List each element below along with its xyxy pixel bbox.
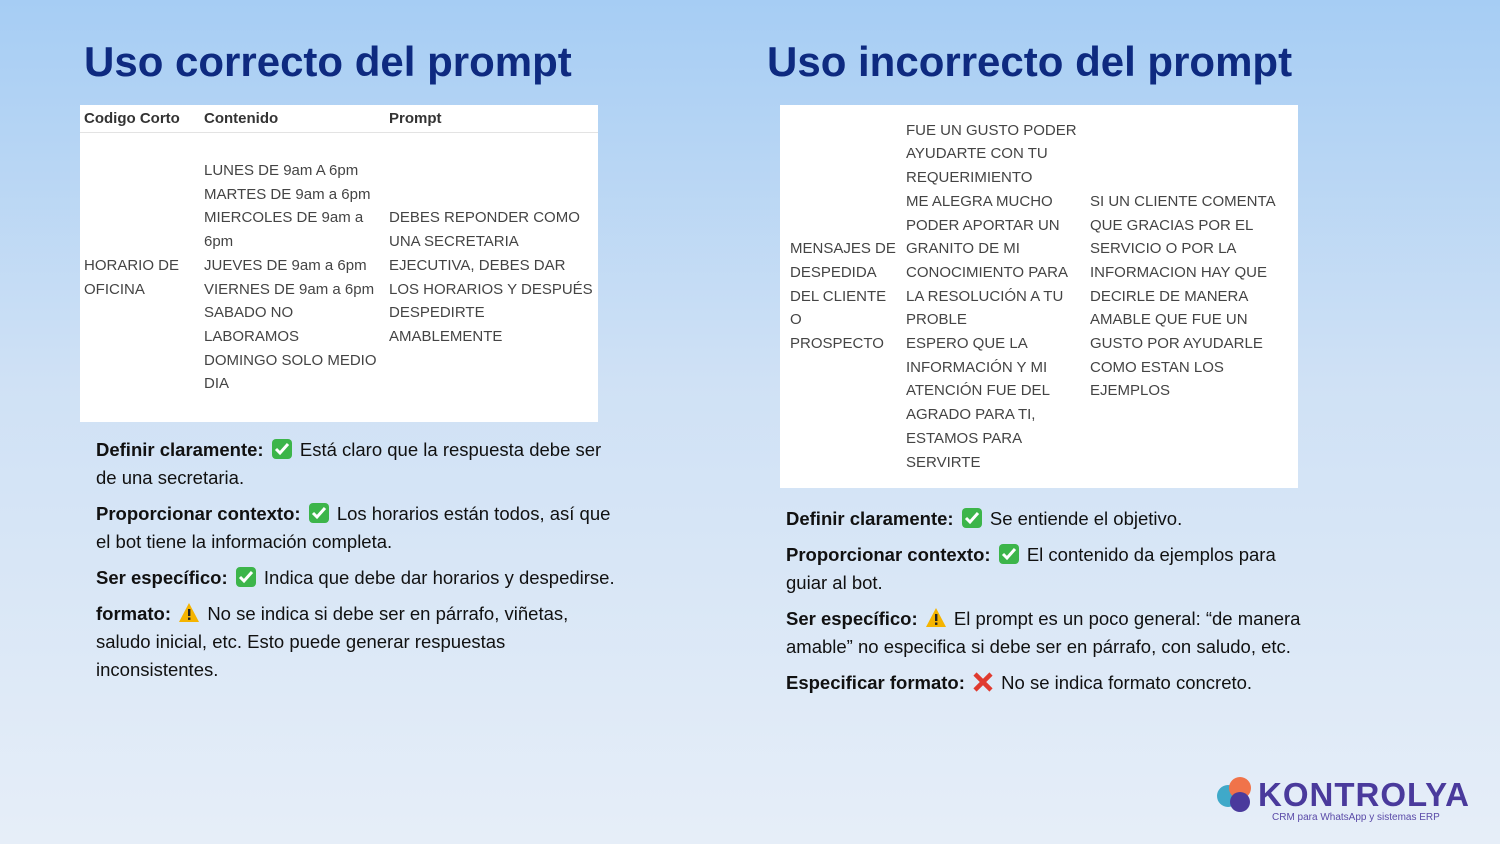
cell-line: MIERCOLES DE 9am a 6pm	[204, 209, 364, 251]
bullet-text: El prompt es un poco general: “de manera…	[786, 608, 1301, 657]
header: Prompt	[385, 105, 598, 133]
bullet: Proporcionar contexto: Los horarios está…	[96, 500, 626, 556]
cell-line: SABADO NO LABORAMOS	[204, 304, 300, 345]
bullet: Definir claramente: Está claro que la re…	[96, 436, 626, 492]
logo: KONTROLYA CRM para WhatsApp y sistemas E…	[1214, 774, 1469, 823]
cell-line: VIERNES DE 9am a 6pm	[204, 280, 375, 298]
cell-line: MARTES DE 9am a 6pm	[204, 185, 371, 203]
status-icon	[235, 567, 256, 587]
bullet-text: El contenido da ejemplos para guiar al b…	[786, 544, 1276, 593]
bullet-label: formato:	[96, 603, 172, 624]
cell-line: FUE UN GUSTO PODER AYUDARTE CON TU REQUE…	[906, 121, 1077, 187]
cell-line: LUNES DE 9am A 6pm	[204, 161, 359, 179]
bullet: Ser específico: Indica que debe dar hora…	[96, 564, 626, 592]
bullet: Definir claramente: Se entiende el objet…	[786, 505, 1316, 533]
bullet-label: Proporcionar contexto:	[96, 503, 301, 524]
cell-line: JUEVES DE 9am a 6pm	[204, 256, 367, 274]
header: Codigo Corto	[80, 105, 200, 133]
status-icon	[271, 439, 292, 459]
cell: MENSAJES DE DESPEDIDA DEL CLIENTE O PROS…	[790, 240, 896, 353]
bullet-label: Especificar formato:	[786, 672, 965, 693]
title: Uso incorrecto del prompt	[767, 38, 1293, 85]
bullet-list: Definir claramente: Está claro que la re…	[96, 436, 626, 692]
cell: DEBES REPONDER COMO UNA SECRETARIA EJECU…	[389, 209, 593, 345]
bullet: Especificar formato: No se indica format…	[786, 669, 1316, 697]
cell: LUNES DE 9am A 6pm MARTES DE 9am a 6pm MIE…	[200, 133, 385, 423]
table: MENSAJES DE DESPEDIDA DEL CLIENTE O PROS…	[780, 105, 1298, 488]
bullet-text: No se indica formato concreto.	[1001, 672, 1253, 693]
bullet: Proporcionar contexto: El contenido da e…	[786, 541, 1316, 597]
status-icon	[308, 503, 329, 523]
logo-name: KONTROLYA	[1258, 776, 1470, 813]
bullet: formato: No se indica si debe ser en pár…	[96, 600, 626, 684]
cell: FUE UN GUSTO PODER AYUDARTE CON TU REQUE…	[902, 105, 1086, 488]
status-icon	[179, 603, 200, 622]
bullet-label: Proporcionar contexto:	[786, 544, 991, 565]
bullet-label: Ser específico:	[786, 608, 918, 629]
bullet: Ser específico: El prompt es un poco gen…	[786, 605, 1316, 661]
cell: SI UN CLIENTE COMENTA QUE GRACIAS POR EL…	[1090, 192, 1275, 400]
bullet-text: Indica que debe dar horarios y despedirs…	[263, 567, 615, 588]
status-icon	[973, 672, 993, 692]
status-icon	[961, 508, 982, 528]
logo-icon	[1217, 777, 1251, 812]
cell-line: ESPERO QUE LA INFORMACIÓN Y MI ATENCIÓN …	[906, 335, 1050, 471]
bullet-text: Los horarios están todos, así que el bot…	[96, 503, 611, 552]
bullet-label: Definir claramente:	[96, 439, 264, 460]
header: Contenido	[200, 105, 385, 133]
bullet-label: Ser específico:	[96, 567, 228, 588]
bullet-label: Definir claramente:	[786, 508, 954, 529]
bullet-text: No se indica si debe ser en párrafo, viñ…	[96, 603, 569, 680]
cell: HORARIO DE OFICINA	[84, 256, 180, 298]
bullet-text: Se entiende el objetivo.	[989, 508, 1183, 529]
bullet-text: Está claro que la respuesta debe ser de …	[96, 439, 602, 488]
bullet-list: Definir claramente: Se entiende el objet…	[786, 505, 1316, 705]
cell-line: ME ALEGRA MUCHO PODER APORTAR UN GRANITO…	[906, 192, 1068, 329]
status-icon	[998, 544, 1019, 564]
status-icon	[925, 608, 946, 627]
title: Uso correcto del prompt	[84, 38, 572, 85]
table: Codigo Corto Contenido Prompt HORARIO DE O…	[80, 105, 598, 422]
logo-tagline: CRM para WhatsApp y sistemas ERP	[1272, 812, 1440, 823]
cell-line: DOMINGO SOLO MEDIO DIA	[204, 351, 377, 393]
